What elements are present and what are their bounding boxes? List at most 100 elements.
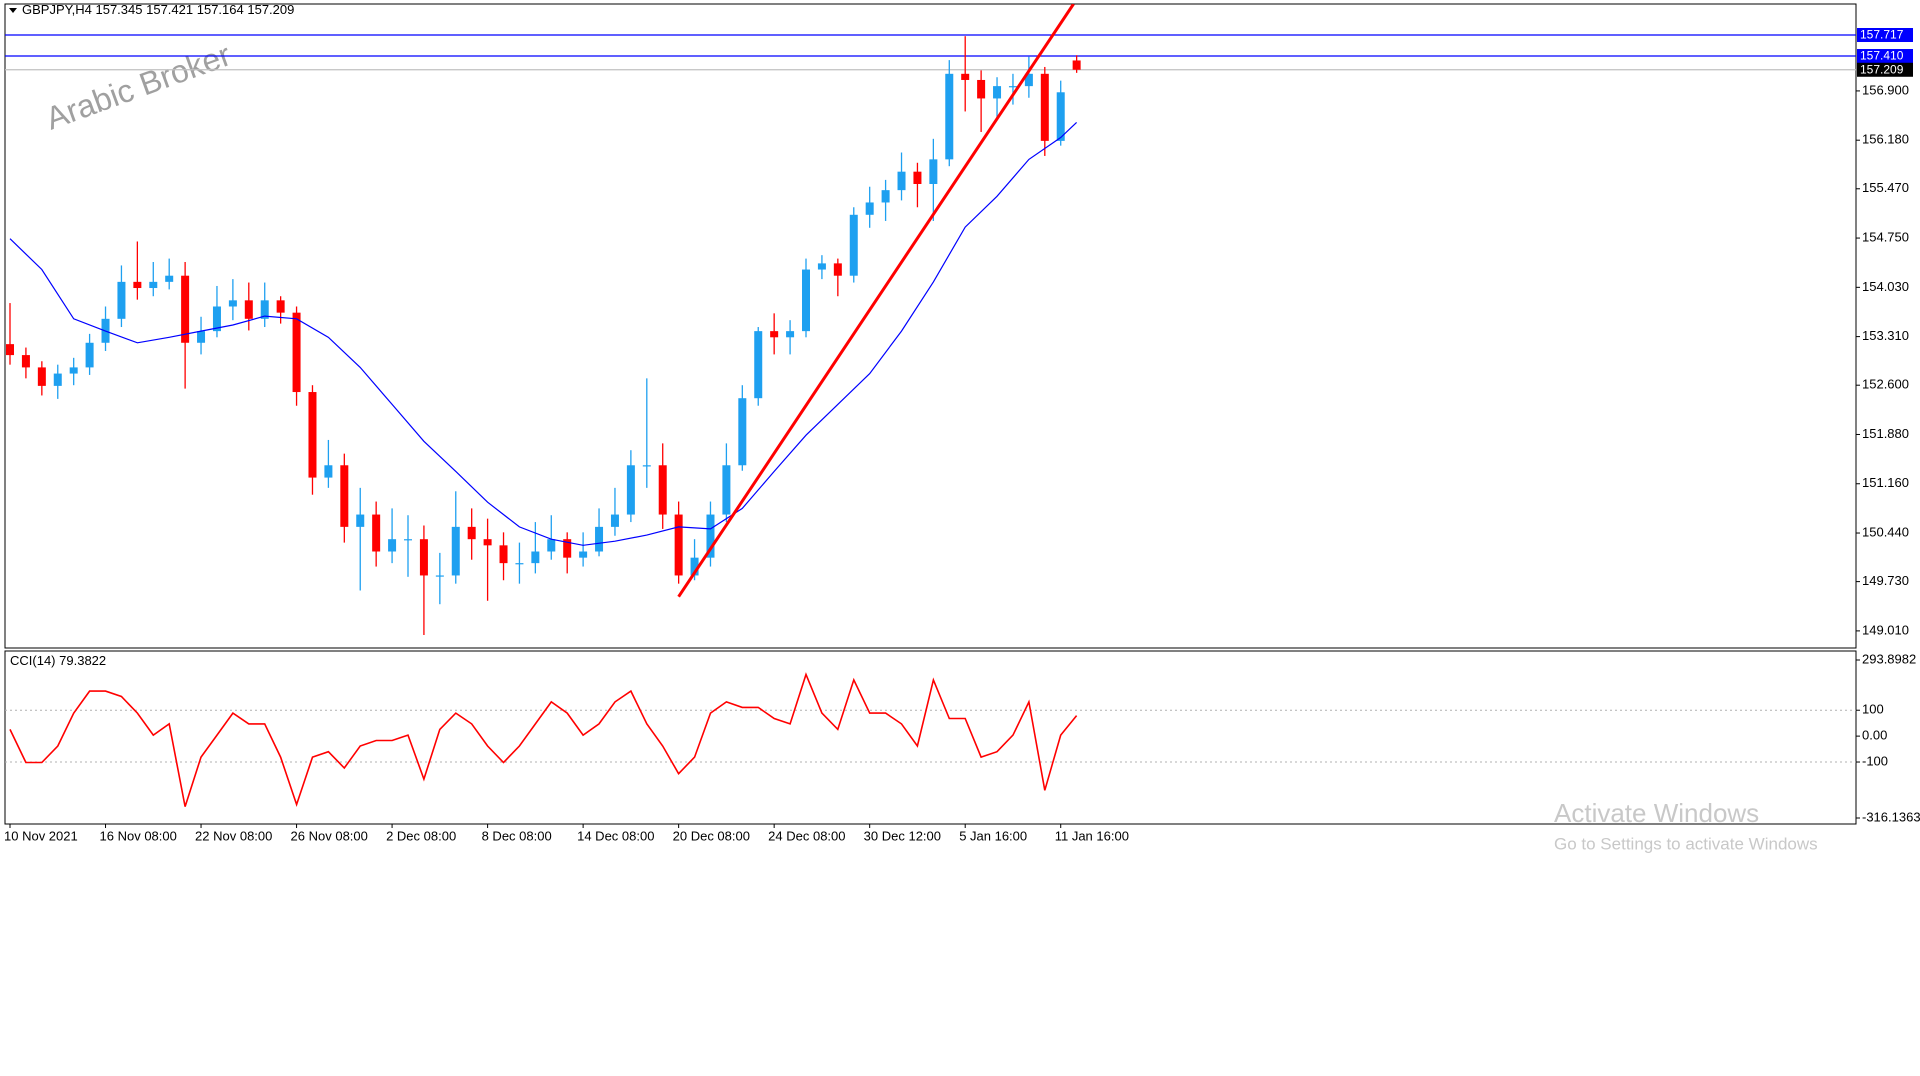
- candle-body: [802, 269, 810, 332]
- candle-body: [372, 514, 381, 552]
- activation-title: Activate Windows: [1554, 798, 1759, 828]
- candle-body: [419, 539, 428, 576]
- candle-body: [754, 331, 763, 399]
- symbol-header: GBPJPY,H4 157.345 157.421 157.164 157.20…: [22, 2, 294, 17]
- x-tick-label: 22 Nov 08:00: [195, 828, 272, 843]
- x-tick-label: 11 Jan 16:00: [1055, 828, 1129, 843]
- candle-body: [149, 281, 158, 289]
- indicator-value: 79.3822: [59, 653, 106, 668]
- trendline: [677, 4, 1075, 598]
- last-high: 157.421: [146, 2, 193, 17]
- candle-body: [85, 342, 94, 368]
- candle-body: [929, 159, 938, 184]
- candle-body: [483, 539, 492, 546]
- y-tick-label: 154.030: [1862, 279, 1909, 294]
- x-tick-label: 5 Jan 16:00: [959, 828, 1027, 843]
- candle-body: [1056, 92, 1065, 141]
- y-tick-label: -316.1363: [1862, 809, 1920, 824]
- y-tick-label: -100: [1862, 753, 1888, 768]
- candle-body: [260, 300, 269, 319]
- candle-body: [626, 465, 635, 515]
- candle-body: [404, 539, 412, 541]
- candle-body: [738, 398, 747, 466]
- watermark: Arabic Broker: [41, 36, 236, 136]
- candle-body: [6, 344, 14, 356]
- x-tick-label: 2 Dec 08:00: [386, 828, 456, 843]
- candle-body: [1024, 73, 1033, 87]
- candle-body: [69, 367, 78, 374]
- candle-body: [1072, 60, 1081, 70]
- y-tick-label: 149.730: [1862, 573, 1909, 588]
- x-tick-label: 8 Dec 08:00: [482, 828, 552, 843]
- price-label: 157.410: [1860, 49, 1904, 63]
- candle-body: [690, 557, 699, 576]
- candle-body: [579, 551, 588, 558]
- y-tick-label: 293.8982: [1862, 651, 1916, 666]
- y-tick-label: 156.900: [1862, 82, 1909, 97]
- candle-body: [658, 465, 667, 515]
- price-label-box: [1857, 28, 1913, 43]
- y-tick-label: 156.180: [1862, 132, 1909, 147]
- activation-subtitle: Go to Settings to activate Windows: [1554, 834, 1818, 853]
- candle-body: [642, 465, 651, 467]
- candle-body: [244, 300, 253, 319]
- candle-body: [817, 263, 826, 270]
- candle-body: [292, 312, 301, 393]
- candle-body: [1008, 86, 1017, 88]
- candle-body: [181, 275, 190, 343]
- y-tick-label: 152.600: [1862, 377, 1909, 392]
- y-tick-label: 154.750: [1862, 229, 1909, 244]
- candle-body: [324, 465, 333, 478]
- price-plot: [5, 4, 1856, 635]
- x-tick-label: 10 Nov 2021: [4, 828, 78, 843]
- candle-body: [165, 275, 174, 282]
- candle-body: [499, 545, 508, 564]
- menu-icon[interactable]: [9, 8, 17, 13]
- symbol: GBPJPY,H4: [22, 2, 92, 17]
- price-label: 157.717: [1860, 28, 1904, 42]
- candle-body: [849, 214, 858, 276]
- indicator-plot: [5, 672, 1856, 808]
- candle-body: [435, 575, 444, 577]
- cci-line: [9, 672, 1078, 808]
- candle-body: [388, 539, 397, 552]
- last-low: 157.164: [197, 2, 244, 17]
- y-tick-label: 0.00: [1862, 728, 1887, 743]
- candle-body: [993, 86, 1002, 99]
- candle-body: [595, 526, 604, 552]
- candle-body: [610, 514, 619, 527]
- last-close: 157.209: [247, 2, 294, 17]
- price-label: 157.209: [1860, 62, 1904, 76]
- candle-body: [897, 171, 906, 191]
- candle-body: [833, 263, 842, 276]
- indicator-title: CCI(14): [10, 653, 56, 668]
- candle-body: [276, 300, 285, 313]
- candle-body: [37, 367, 46, 386]
- candle-body: [531, 551, 540, 564]
- candle-body: [467, 526, 476, 540]
- y-tick-label: 151.880: [1862, 426, 1909, 441]
- candle-body: [913, 171, 922, 184]
- candle-body: [53, 373, 62, 386]
- last-open: 157.345: [95, 2, 142, 17]
- candle-body: [515, 563, 524, 565]
- candle-body: [786, 331, 795, 338]
- moving-average: [9, 121, 1078, 546]
- x-tick-label: 14 Dec 08:00: [577, 828, 654, 843]
- y-tick-label: 153.310: [1862, 328, 1909, 343]
- candle-body: [21, 355, 30, 368]
- x-tick-label: 16 Nov 08:00: [100, 828, 177, 843]
- x-tick-label: 26 Nov 08:00: [291, 828, 368, 843]
- candle-body: [977, 79, 986, 99]
- candle-body: [706, 514, 715, 558]
- candle-body: [722, 465, 731, 515]
- candle-body: [356, 514, 365, 527]
- y-tick-label: 155.470: [1862, 180, 1909, 195]
- candle-body: [865, 202, 874, 215]
- candle-body: [133, 281, 142, 289]
- candle-body: [945, 73, 954, 160]
- candle-body: [340, 465, 349, 527]
- candle-body: [197, 331, 206, 343]
